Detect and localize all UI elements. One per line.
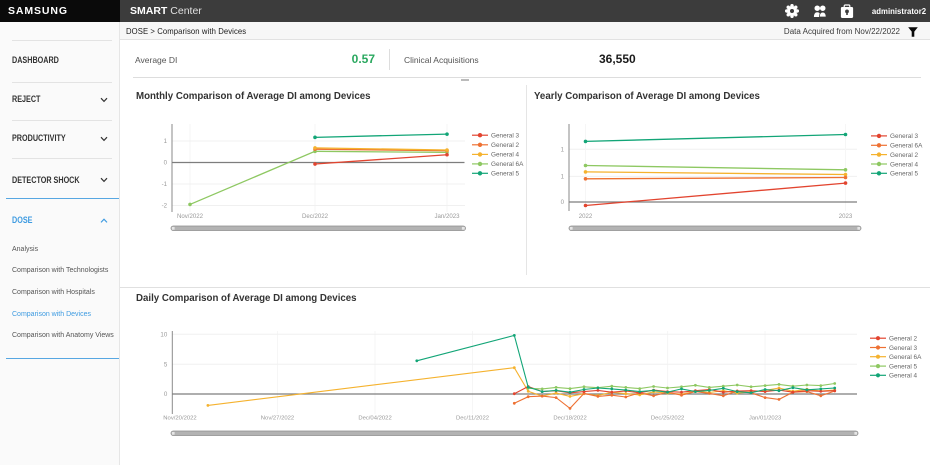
svg-text:Nov/2022: Nov/2022 xyxy=(177,213,204,220)
svg-text:General 3: General 3 xyxy=(890,133,919,140)
svg-text:General 6A: General 6A xyxy=(890,143,923,150)
svg-text:Dec/11/2022: Dec/11/2022 xyxy=(456,416,489,422)
svg-text:Dec/04/2022: Dec/04/2022 xyxy=(358,416,391,422)
svg-text:General 2: General 2 xyxy=(889,336,918,343)
svg-text:General 4: General 4 xyxy=(889,373,918,380)
svg-text:General 5: General 5 xyxy=(491,171,520,178)
svg-text:Dec/2022: Dec/2022 xyxy=(302,213,329,220)
svg-text:General 3: General 3 xyxy=(889,345,918,352)
svg-text:1: 1 xyxy=(561,174,565,181)
svg-text:5: 5 xyxy=(164,361,168,368)
svg-text:General 4: General 4 xyxy=(491,152,520,159)
svg-text:0: 0 xyxy=(164,391,168,398)
svg-text:Dec/18/2022: Dec/18/2022 xyxy=(553,416,586,422)
svg-text:Jan/01/2023: Jan/01/2023 xyxy=(749,416,782,422)
svg-text:General 6A: General 6A xyxy=(491,161,524,168)
svg-text:Nov/20/2022: Nov/20/2022 xyxy=(163,416,196,422)
svg-text:Dec/25/2022: Dec/25/2022 xyxy=(651,416,684,422)
svg-text:1: 1 xyxy=(561,147,565,154)
svg-text:0: 0 xyxy=(164,160,168,167)
svg-text:0: 0 xyxy=(561,199,565,206)
svg-text:General 2: General 2 xyxy=(890,152,919,159)
svg-text:2022: 2022 xyxy=(579,213,593,220)
svg-text:Jan/2023: Jan/2023 xyxy=(434,213,460,220)
svg-text:General 4: General 4 xyxy=(890,161,919,168)
svg-text:General 6A: General 6A xyxy=(889,354,922,361)
svg-text:2023: 2023 xyxy=(839,213,853,220)
svg-text:General 2: General 2 xyxy=(491,142,520,149)
svg-text:General 5: General 5 xyxy=(890,171,919,178)
svg-text:1: 1 xyxy=(164,138,168,145)
svg-text:-1: -1 xyxy=(162,181,168,188)
svg-text:-2: -2 xyxy=(162,203,168,210)
svg-text:10: 10 xyxy=(160,331,167,338)
svg-text:General 3: General 3 xyxy=(491,133,520,140)
svg-text:Nov/27/2022: Nov/27/2022 xyxy=(261,416,294,422)
svg-text:General 5: General 5 xyxy=(889,363,918,370)
